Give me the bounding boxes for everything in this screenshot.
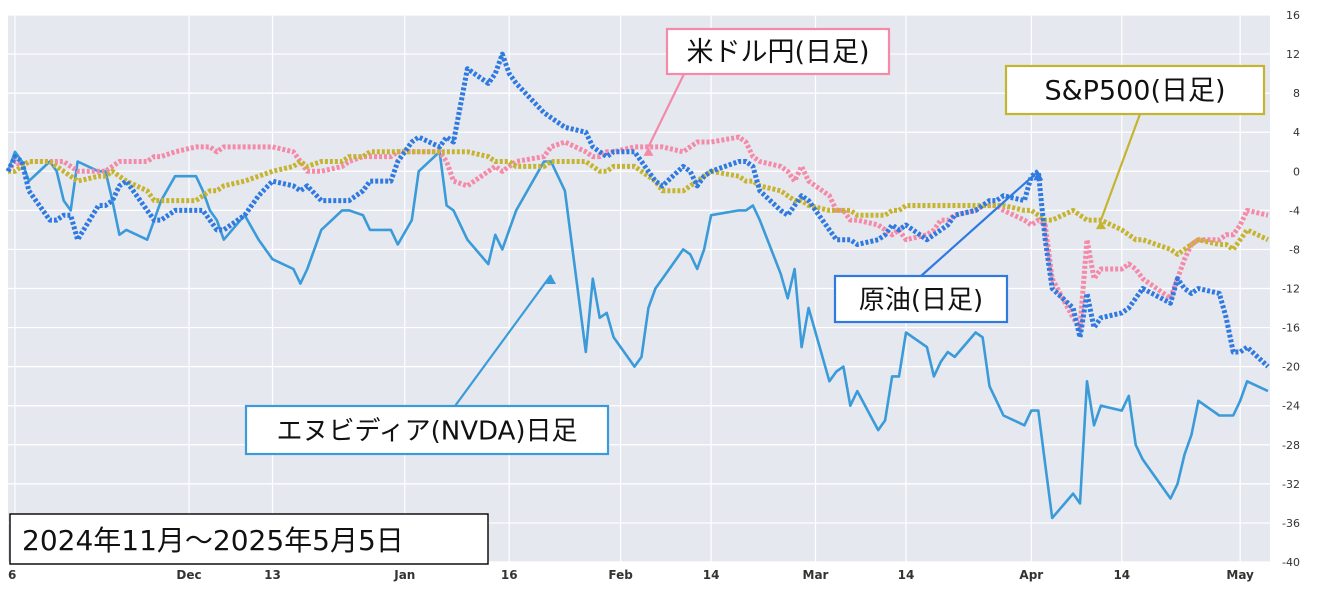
annotation-arrowhead bbox=[1033, 171, 1044, 181]
x-tick-label: Mar bbox=[803, 568, 829, 582]
y-tick-label: -24 bbox=[1282, 400, 1300, 413]
y-tick-label: 4 bbox=[1293, 126, 1300, 139]
y-tick-label: -32 bbox=[1282, 478, 1300, 491]
annotation-box bbox=[244, 404, 610, 456]
y-tick-label: 16 bbox=[1286, 9, 1300, 22]
annotation-arrowhead bbox=[1095, 220, 1106, 230]
y-tick-label: 0 bbox=[1293, 165, 1300, 178]
series-line-3 bbox=[8, 149, 1270, 257]
x-tick-label: 14 bbox=[898, 568, 915, 582]
y-tick-label: -36 bbox=[1282, 517, 1300, 530]
x-tick-label: Apr bbox=[1019, 568, 1043, 582]
y-tick-label: -8 bbox=[1289, 243, 1300, 256]
x-tick-label: Jan bbox=[393, 568, 415, 582]
y-tick-label: 8 bbox=[1293, 87, 1300, 100]
annotation-box bbox=[833, 274, 1009, 324]
x-tick-label: 14 bbox=[1113, 568, 1130, 582]
series-line-2 bbox=[5, 134, 1269, 331]
x-tick-label: May bbox=[1226, 568, 1254, 582]
annotation-arrowhead bbox=[546, 275, 556, 284]
y-tick-label: -40 bbox=[1282, 556, 1300, 569]
x-tick-label: 14 bbox=[703, 568, 720, 582]
y-tick-label: 12 bbox=[1286, 48, 1300, 61]
date-range-badge bbox=[9, 513, 489, 565]
annotation-leader-line bbox=[647, 73, 685, 148]
date-range-label: 2024年11月～2025年5月5日 bbox=[22, 524, 404, 557]
x-tick-label: Feb bbox=[608, 568, 633, 582]
annotation-label: 原油(日足) bbox=[859, 285, 983, 315]
annotation-leader-line bbox=[1099, 113, 1142, 221]
annotation-arrowhead bbox=[643, 146, 654, 156]
annotation-box bbox=[1004, 64, 1266, 116]
annotation-leader-line bbox=[454, 274, 552, 407]
y-tick-label: -16 bbox=[1282, 322, 1300, 335]
x-tick-label: Dec bbox=[176, 568, 201, 582]
annotation-leader-line bbox=[920, 170, 1040, 277]
y-tick-label: -28 bbox=[1282, 439, 1300, 452]
x-tick-label: 6 bbox=[8, 568, 16, 582]
x-tick-label: 13 bbox=[264, 568, 281, 582]
series-line-1 bbox=[5, 51, 1270, 369]
series-line-0 bbox=[6, 150, 1269, 520]
annotation-label: エヌビディア(NVDA)日足 bbox=[276, 416, 577, 446]
x-tick-label: 16 bbox=[501, 568, 518, 582]
y-tick-label: -20 bbox=[1282, 361, 1300, 374]
y-tick-label: -4 bbox=[1289, 204, 1300, 217]
annotation-label: S&P500(日足) bbox=[1044, 76, 1225, 107]
y-tick-label: -12 bbox=[1282, 283, 1300, 296]
annotation-box bbox=[665, 27, 891, 76]
annotation-label: 米ドル円(日足) bbox=[686, 37, 869, 68]
